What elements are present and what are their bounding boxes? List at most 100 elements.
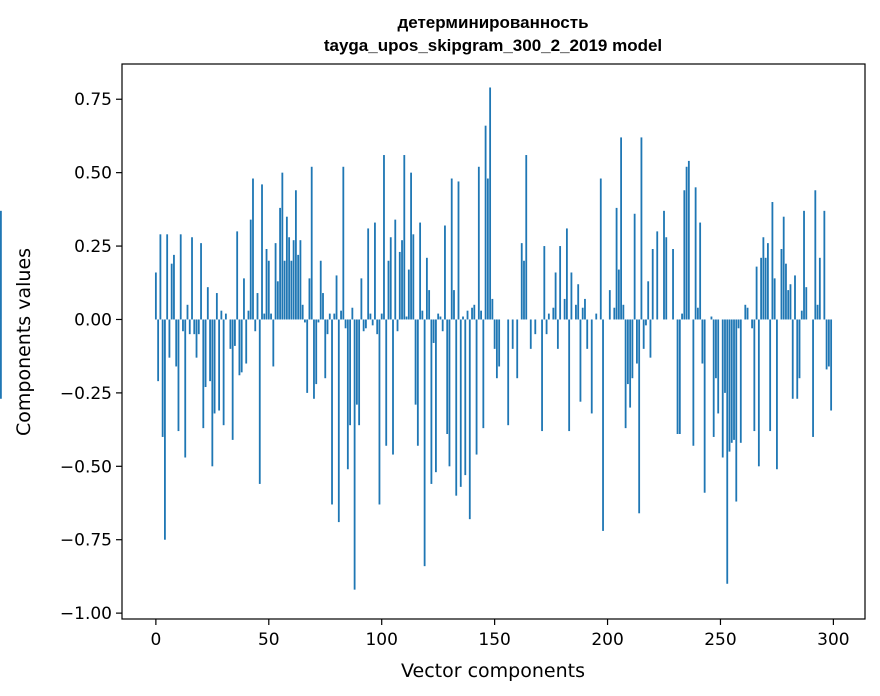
bar-undefined bbox=[0, 319, 2, 399]
bar-198 bbox=[602, 319, 604, 531]
bar-277 bbox=[780, 249, 783, 320]
bar-104 bbox=[389, 237, 392, 320]
bar-54 bbox=[276, 281, 279, 320]
bar-48 bbox=[263, 313, 266, 320]
bar-293 bbox=[816, 304, 819, 320]
bar-51 bbox=[270, 313, 272, 320]
bar-75 bbox=[324, 319, 327, 379]
bar-135 bbox=[459, 319, 462, 487]
bar-67 bbox=[306, 319, 309, 393]
y-tick-label: −0.75 bbox=[60, 531, 112, 551]
bar-25 bbox=[211, 319, 214, 467]
bar-284 bbox=[796, 319, 799, 399]
bar-38 bbox=[240, 319, 243, 373]
bar-279 bbox=[785, 263, 787, 320]
bar-262 bbox=[746, 307, 749, 320]
bar-14 bbox=[186, 304, 189, 320]
bar-156 bbox=[507, 319, 510, 426]
bar-243 bbox=[703, 319, 706, 493]
x-tick-label: 250 bbox=[704, 630, 736, 650]
bar-97 bbox=[374, 222, 376, 320]
bar-162 bbox=[520, 243, 523, 320]
bar-287 bbox=[803, 210, 805, 320]
bar-3 bbox=[161, 319, 164, 437]
bar-6 bbox=[168, 319, 171, 358]
bar-37 bbox=[238, 319, 241, 376]
bar-10 bbox=[177, 319, 180, 432]
bar-181 bbox=[563, 298, 566, 320]
bar-41 bbox=[247, 310, 250, 320]
bar-280 bbox=[787, 290, 790, 320]
bar-118 bbox=[421, 310, 424, 320]
bar-140 bbox=[471, 307, 473, 320]
bar-116 bbox=[416, 319, 419, 446]
bar-187 bbox=[577, 284, 580, 320]
bar-30 bbox=[222, 319, 225, 426]
bar-239 bbox=[694, 187, 697, 320]
bar-81 bbox=[337, 319, 340, 523]
bar-299 bbox=[830, 319, 833, 411]
bar-108 bbox=[398, 251, 401, 320]
bar-114 bbox=[412, 234, 415, 320]
bar-248 bbox=[715, 319, 717, 379]
bar-47 bbox=[261, 184, 263, 320]
bar-20 bbox=[200, 243, 202, 320]
bar-186 bbox=[575, 304, 577, 320]
y-axis-label: Components values bbox=[13, 248, 35, 436]
bar-126 bbox=[439, 316, 442, 320]
bar-39 bbox=[243, 278, 245, 320]
bar-89 bbox=[355, 319, 358, 405]
bar-283 bbox=[794, 275, 796, 320]
bar-259 bbox=[739, 319, 742, 443]
bar-291 bbox=[812, 319, 814, 437]
bar-204 bbox=[615, 207, 618, 320]
bar-94 bbox=[367, 228, 370, 320]
bar-254 bbox=[728, 319, 731, 452]
bar-282 bbox=[791, 319, 794, 399]
bar-225 bbox=[663, 210, 665, 320]
bar-103 bbox=[387, 260, 390, 320]
bar-188 bbox=[579, 319, 582, 402]
bar-219 bbox=[649, 319, 652, 358]
bar-65 bbox=[301, 304, 304, 320]
bar-268 bbox=[760, 257, 763, 320]
bar-148 bbox=[489, 87, 492, 320]
bar-292 bbox=[814, 190, 817, 320]
bar-240 bbox=[696, 307, 699, 320]
bar-213 bbox=[636, 319, 638, 364]
bar-149 bbox=[491, 298, 494, 320]
bar-168 bbox=[534, 319, 537, 335]
bar-109 bbox=[401, 240, 403, 320]
bar-226 bbox=[665, 237, 668, 320]
bar-73 bbox=[319, 260, 322, 320]
bar-34 bbox=[231, 319, 234, 440]
bar-117 bbox=[419, 222, 422, 320]
bar-173 bbox=[545, 319, 548, 335]
bar-139 bbox=[468, 319, 471, 520]
bar-106 bbox=[394, 219, 397, 320]
bar-131 bbox=[450, 178, 453, 320]
y-tick-label: 0.75 bbox=[74, 90, 112, 110]
bar-212 bbox=[633, 213, 636, 320]
bar-270 bbox=[764, 257, 767, 320]
bar-296 bbox=[823, 210, 826, 320]
bar-undefined bbox=[0, 210, 2, 320]
bar-267 bbox=[757, 319, 760, 467]
bar-8 bbox=[173, 254, 175, 320]
bar-71 bbox=[315, 319, 318, 385]
bar-297 bbox=[825, 319, 828, 370]
bar-163 bbox=[523, 260, 525, 320]
bar-137 bbox=[464, 319, 467, 476]
bar-115 bbox=[414, 319, 417, 405]
bar-255 bbox=[730, 319, 733, 443]
bar-66 bbox=[304, 319, 306, 323]
bar-113 bbox=[410, 172, 412, 320]
bar-190 bbox=[584, 298, 586, 320]
bar-22 bbox=[204, 319, 207, 388]
bar-182 bbox=[565, 228, 568, 320]
bar-83 bbox=[342, 166, 345, 320]
bar-35 bbox=[234, 319, 236, 346]
bar-273 bbox=[771, 202, 774, 320]
bar-45 bbox=[256, 293, 259, 320]
bar-151 bbox=[495, 319, 498, 379]
